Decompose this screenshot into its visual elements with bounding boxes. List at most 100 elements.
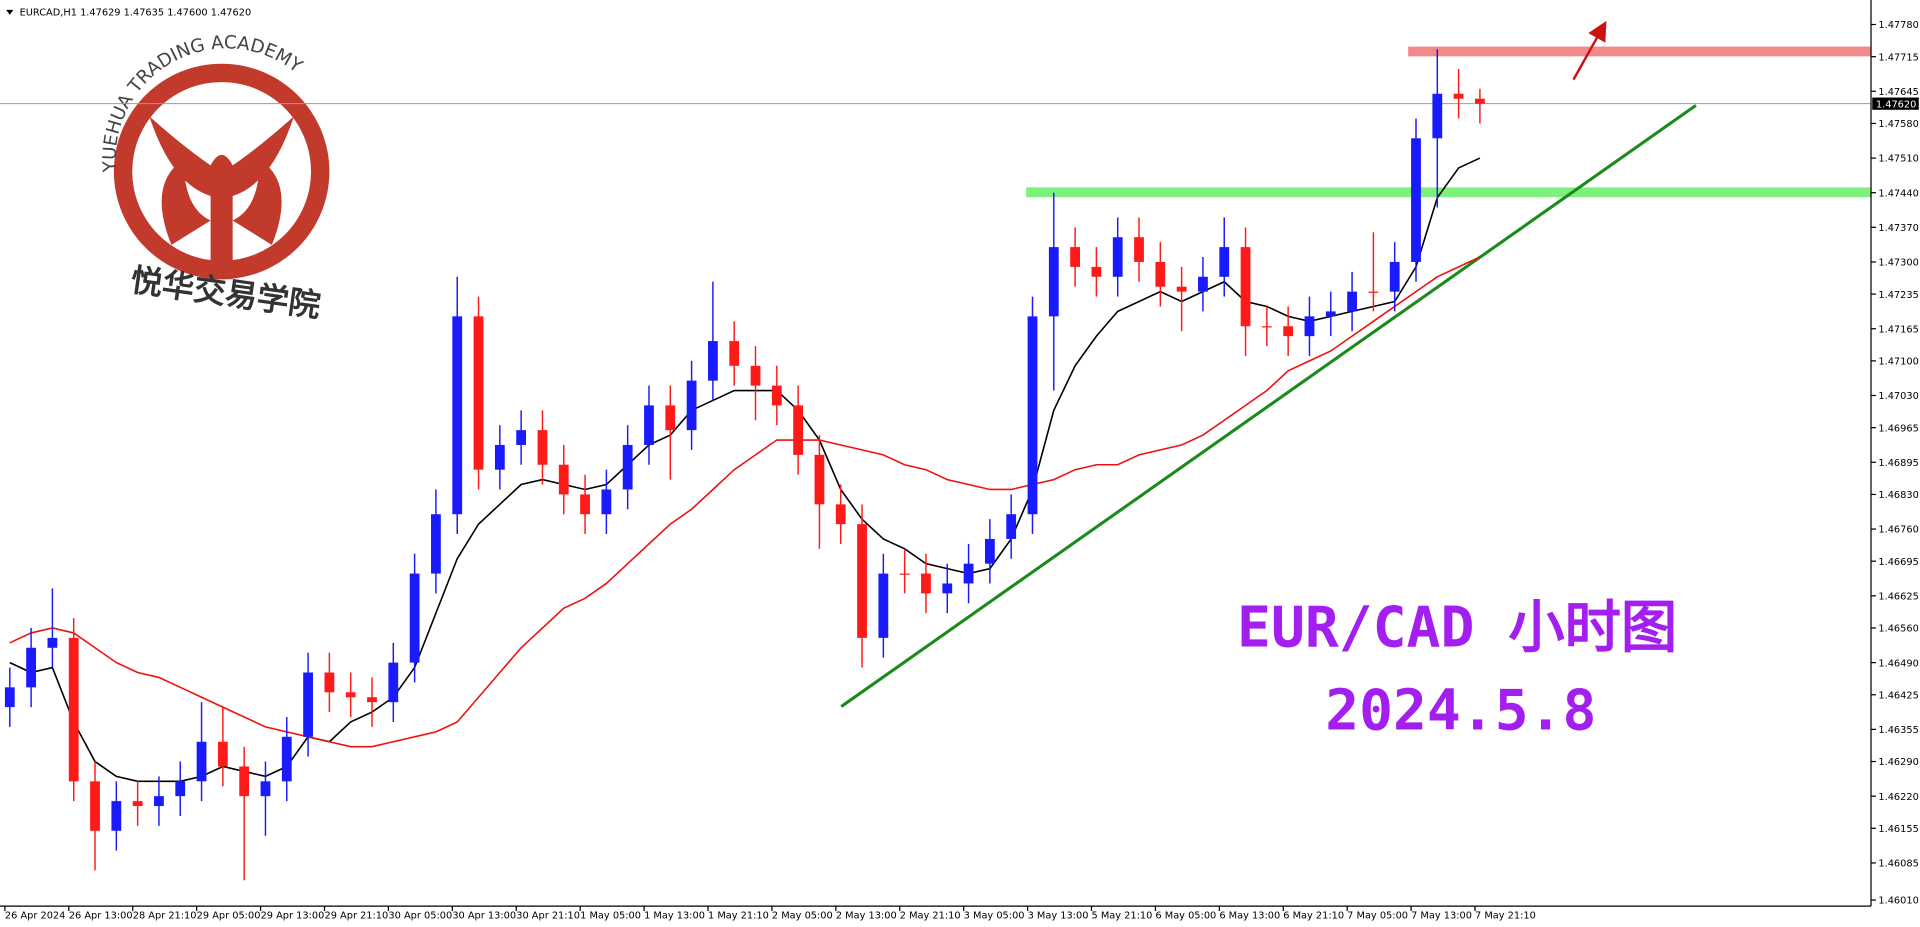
annotation: 2024.5.8 [1325,679,1596,744]
y-tick-label: 1.47030 [1878,391,1918,402]
candle-body [665,405,676,431]
y-tick-label: 1.47645 [1878,87,1918,98]
candle-body [239,766,250,797]
x-tick-label: 5 May 21:10 [1092,910,1153,921]
candle-body [1219,247,1230,277]
candle-body [558,464,569,495]
candle-body [835,504,846,525]
x-tick-label: 30 Apr 13:00 [452,910,516,921]
candle-body [1411,138,1421,262]
resistance-zone [1408,46,1872,57]
y-tick-label: 1.46290 [1878,757,1918,768]
support-zone [1026,187,1872,198]
menu-triangle[interactable] [6,9,14,15]
y-tick-label: 1.46760 [1878,525,1918,536]
y-tick-label: 1.47580 [1878,119,1918,130]
x-tick-label: 6 May 21:10 [1283,910,1344,921]
candle-body [260,781,271,797]
candle-body [729,341,740,366]
candle-body [324,672,335,693]
candle-body [452,316,463,515]
y-tick-label: 1.47780 [1878,20,1918,31]
x-tick-label: 29 Apr 05:00 [197,910,261,921]
x-tick-label: 29 Apr 21:10 [324,910,388,921]
candle-body [580,494,590,515]
candle-body [537,430,548,465]
candle-body [175,781,186,797]
candle-body [771,385,782,406]
candle-body [154,796,164,807]
x-tick-label: 28 Apr 21:10 [133,910,197,921]
candle-body [963,563,974,584]
moving-average [9,157,1481,783]
candle-body [1176,286,1187,292]
candle-body [644,405,654,445]
candle-body [878,573,889,638]
y-tick-label: 1.47235 [1878,290,1918,301]
candle-body [281,736,292,782]
candle-body [1027,316,1038,515]
candle-body [793,405,804,455]
y-tick-label: 1.46425 [1878,690,1918,701]
candle-body [1368,291,1379,293]
candle-body [1389,261,1400,292]
candle-body [686,380,697,431]
y-tick-label: 1.46220 [1878,792,1918,803]
y-tick-label: 1.46830 [1878,490,1918,501]
y-tick-label: 1.46625 [1878,592,1918,603]
y-tick-label: 1.46010 [1878,896,1918,907]
candle-body [1134,237,1144,262]
y-tick-label: 1.46085 [1878,859,1918,870]
candle-body [1240,247,1251,327]
candle-body [516,430,527,445]
candle-body [1048,247,1059,317]
y-tick-label: 1.47300 [1878,258,1918,269]
candle-body [1261,326,1272,328]
candle-body [750,365,761,386]
candle-body [857,524,867,638]
y-tick-label: 1.46965 [1878,423,1918,434]
y-tick-label: 1.46355 [1878,725,1918,736]
plot-area [0,49,1872,881]
candle-body [708,341,718,381]
candle-body [622,444,633,490]
last-price-box [1872,97,1919,110]
x-tick-label: 2 May 13:00 [836,910,897,921]
x-tick-label: 7 May 13:00 [1411,910,1472,921]
chart-title: EURCAD,H1 1.47629 1.47635 1.47600 1.4762… [20,7,252,18]
candle-body [431,514,441,574]
y-tick-label: 1.47370 [1878,223,1918,234]
x-tick-label: 2 May 05:00 [772,910,833,921]
candle-body [1347,291,1357,312]
candle-body [4,687,15,708]
x-tick-label: 2 May 21:10 [900,910,961,921]
y-tick-label: 1.46490 [1878,658,1918,669]
candle-body [1198,276,1208,292]
y-tick-label: 1.46695 [1878,557,1918,568]
candle-body [68,637,79,782]
candle-body [1112,237,1123,277]
x-tick-label: 29 Apr 13:00 [261,910,325,921]
x-tick-label: 1 May 05:00 [580,910,641,921]
y-tick-label: 1.46155 [1878,824,1918,835]
x-tick-label: 6 May 05:00 [1155,910,1216,921]
logo-leaf [161,159,282,245]
candle-body [1453,93,1464,99]
candle-body [1070,247,1080,267]
last-price-label: 1.47620 [1876,99,1916,110]
moving-average [9,256,1481,748]
candle-body [303,672,313,737]
x-tick-label: 3 May 05:00 [964,910,1025,921]
y-tick-label: 1.47165 [1878,324,1918,335]
candle-body [1304,316,1315,337]
x-tick-label: 26 Apr 13:00 [69,910,133,921]
trend-line [840,104,1697,708]
x-tick-label: 1 May 21:10 [708,910,769,921]
x-tick-label: 1 May 13:00 [644,910,705,921]
candle-body [494,444,505,470]
candle-body [388,662,399,703]
candle-body [1155,261,1166,287]
